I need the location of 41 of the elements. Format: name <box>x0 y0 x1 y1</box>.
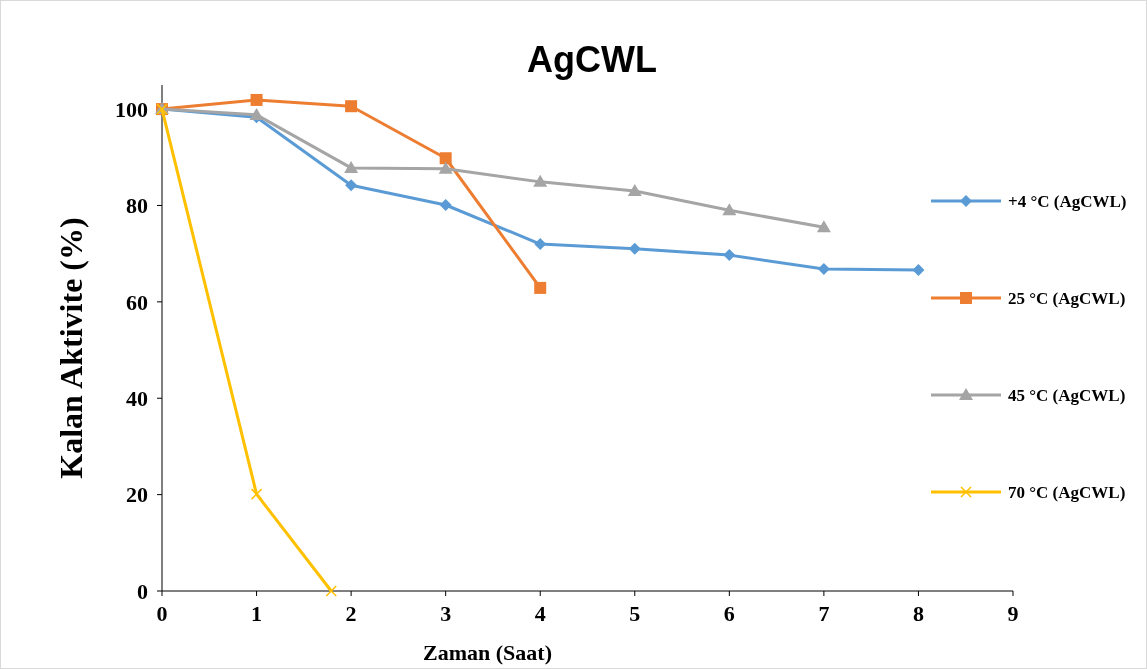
y-tick-label: 60 <box>126 289 148 315</box>
x-tick-label: 3 <box>440 601 452 626</box>
point <box>249 107 264 120</box>
x-tick-label: 4 <box>534 601 546 626</box>
point <box>345 179 358 192</box>
point <box>345 100 358 113</box>
x-tick-label: 9 <box>1007 601 1019 626</box>
point <box>912 264 925 277</box>
point <box>817 263 830 276</box>
point <box>816 220 831 233</box>
y-axis-title: Kalan Aktivite (%) <box>53 217 89 479</box>
point <box>250 93 263 106</box>
y-tick-label: 80 <box>126 193 148 219</box>
x-tick-label: 0 <box>156 601 168 626</box>
point <box>627 184 642 197</box>
point <box>438 161 453 174</box>
x-tick-label: 7 <box>818 601 830 626</box>
point <box>344 160 359 173</box>
point <box>439 152 452 165</box>
point <box>723 249 736 262</box>
x-tick-label: 6 <box>723 601 735 626</box>
y-tick-label: 100 <box>115 96 148 122</box>
x-tick-label: 5 <box>629 601 641 626</box>
y-tick-label: 0 <box>137 578 148 604</box>
x-axis-title: Zaman (Saat) <box>423 640 552 665</box>
legend-label: 25 °C (AgCWL) <box>1008 288 1126 308</box>
x-tick-label: 8 <box>912 601 924 626</box>
y-tick-label: 20 <box>126 482 148 508</box>
point <box>325 585 337 597</box>
point <box>534 281 547 294</box>
legend-label: +4 °C (AgCWL) <box>1008 191 1127 211</box>
point <box>439 198 452 211</box>
point <box>250 488 263 500</box>
legend-label: 45 °C (AgCWL) <box>1008 385 1126 405</box>
x-tick-label: 1 <box>251 601 263 626</box>
legend-label: 70 °C (AgCWL) <box>1008 482 1126 502</box>
point <box>533 174 548 187</box>
chart-title: AgCWL <box>527 39 657 80</box>
x-tick-label: 2 <box>345 601 357 626</box>
point <box>722 203 737 216</box>
y-tick-label: 40 <box>126 385 148 411</box>
